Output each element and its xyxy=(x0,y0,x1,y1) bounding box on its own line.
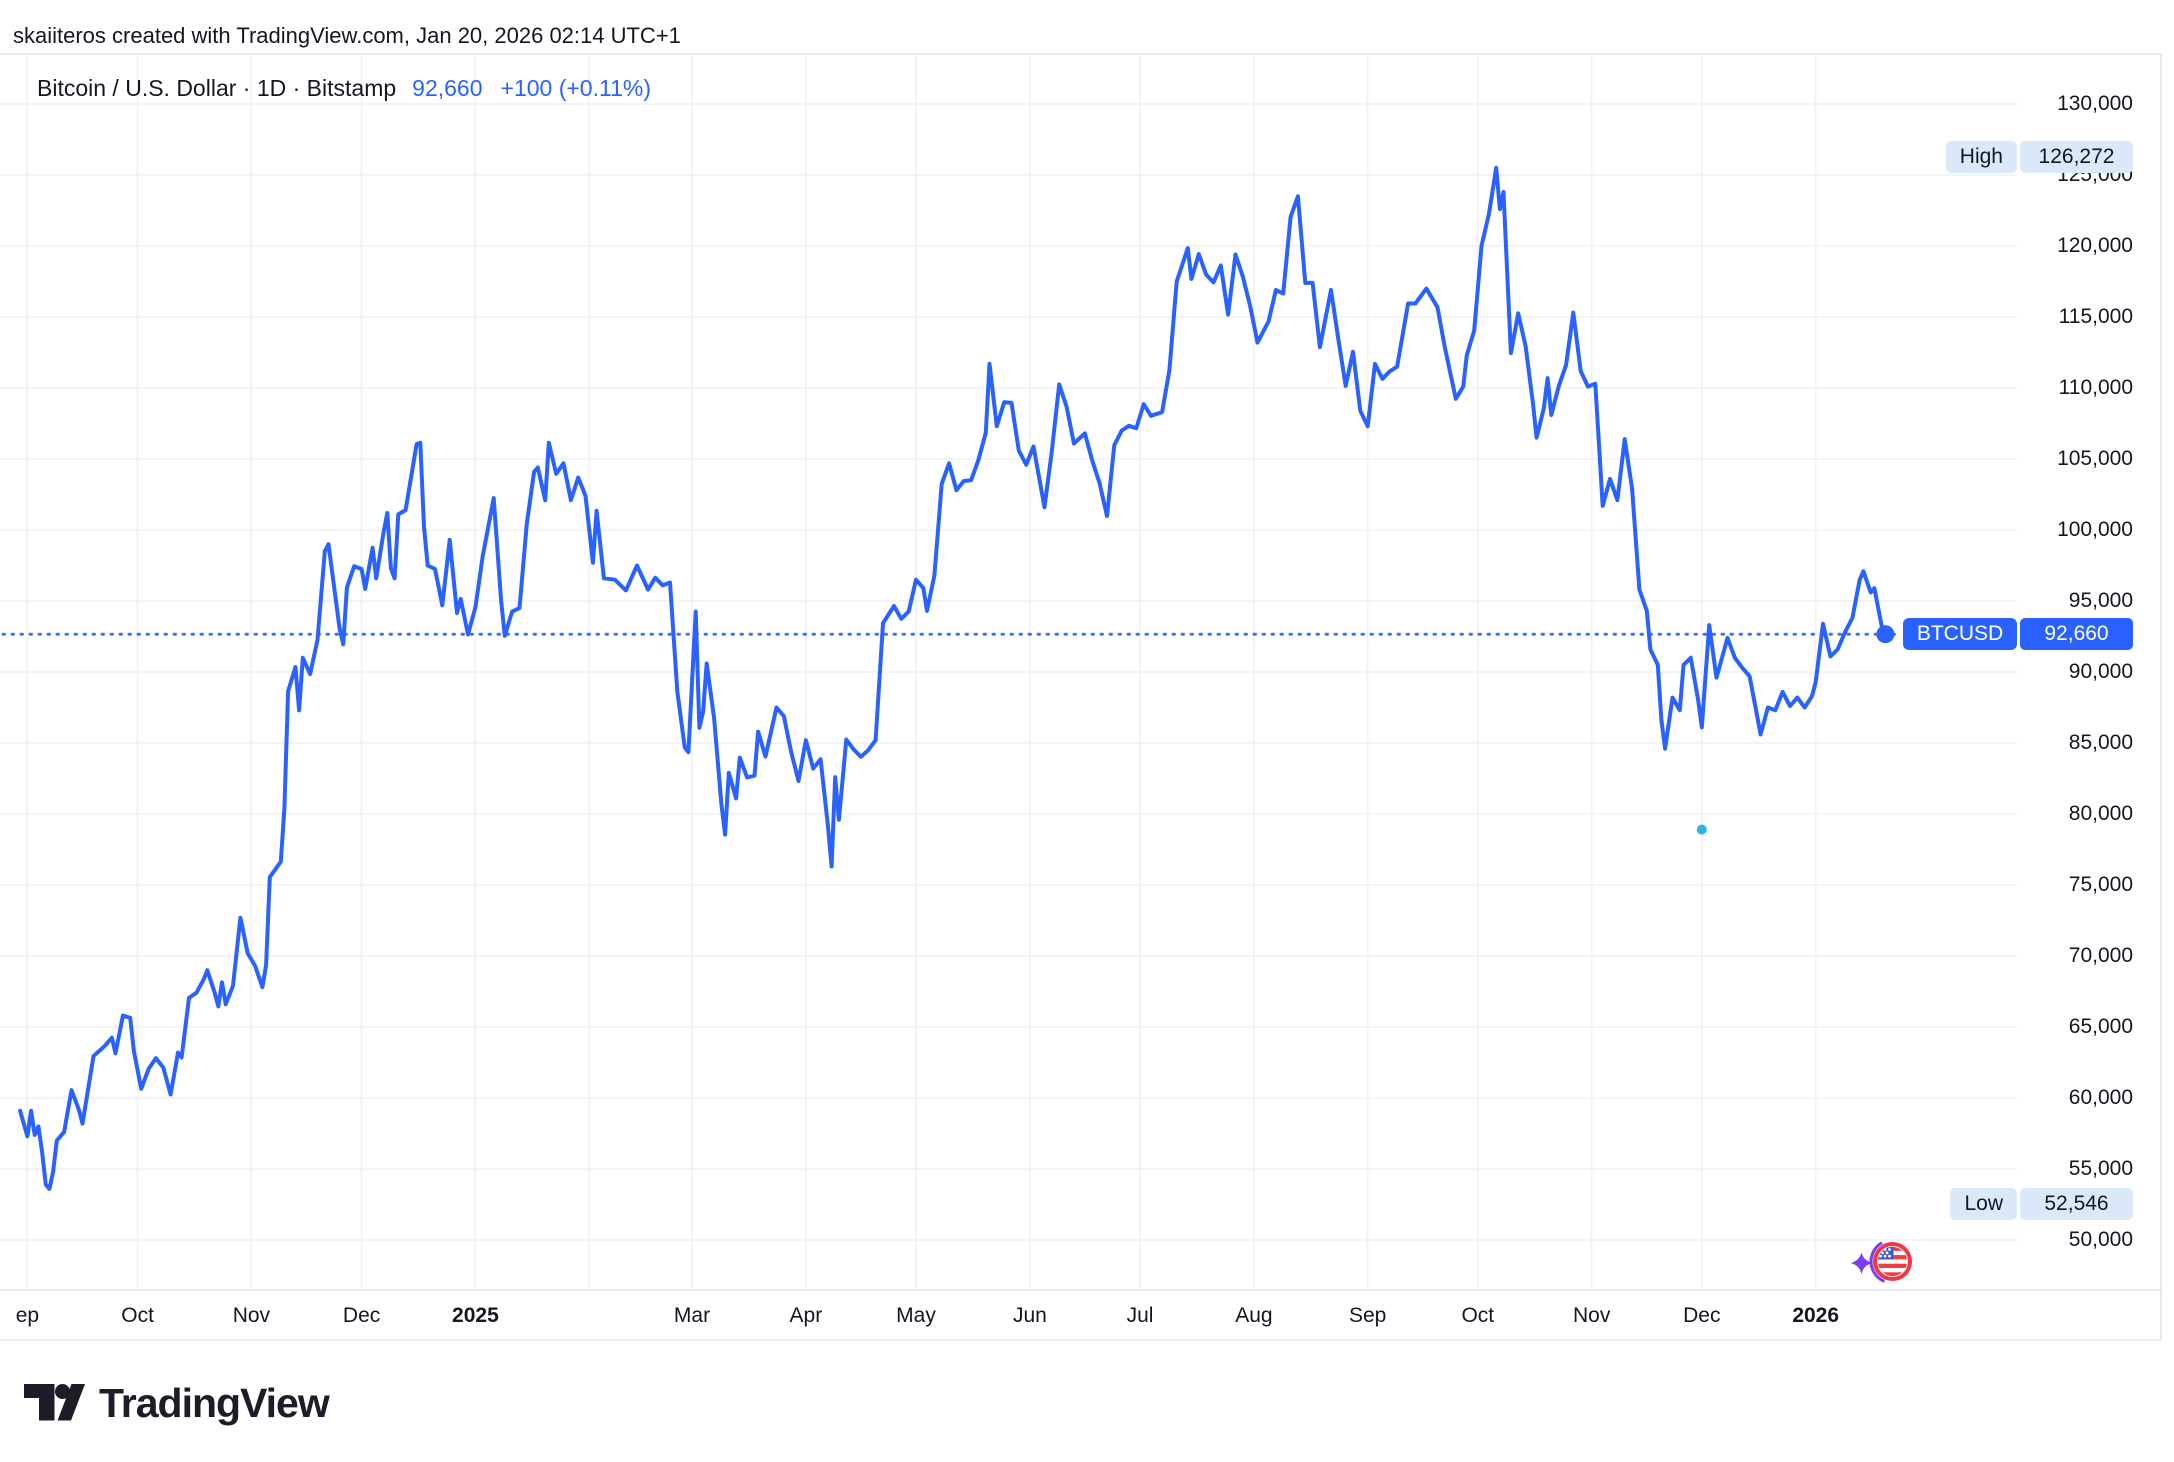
x-axis-tick-label: Dec xyxy=(342,1304,381,1327)
y-axis-tick-label: 75,000 xyxy=(2068,873,2133,896)
y-axis-tick-label: 55,000 xyxy=(2068,1157,2133,1180)
y-axis-tick-label: 110,000 xyxy=(2058,376,2133,399)
price-change-text: +100 (+0.11%) xyxy=(500,75,651,101)
chart-legend: Bitcoin / U.S. Dollar · 1D · Bitstamp 92… xyxy=(37,74,651,102)
last-price-text: 92,660 xyxy=(412,75,483,101)
y-axis-tick-label: 100,000 xyxy=(2057,518,2133,541)
x-axis-tick-label: Apr xyxy=(789,1304,823,1327)
x-axis-tick-label: 2025 xyxy=(452,1304,499,1327)
x-axis-tick-label: Jul xyxy=(1126,1304,1154,1327)
y-axis-tick-label: 80,000 xyxy=(2068,802,2133,825)
us-flag-marker-icon xyxy=(1851,1238,1916,1285)
low-badge-value: 52,546 xyxy=(2020,1187,2133,1220)
x-axis-tick-label: ep xyxy=(15,1304,40,1327)
x-axis-tick-label: May xyxy=(896,1304,936,1327)
last-price-dot xyxy=(1876,625,1895,644)
x-axis-tick-label: Aug xyxy=(1235,1304,1273,1327)
price-line xyxy=(18,165,1888,1191)
y-axis-tick-label: 70,000 xyxy=(2068,944,2133,967)
tradingview-logo-icon xyxy=(24,1384,85,1421)
annotation-dot xyxy=(1696,824,1707,835)
y-axis-tick-label: 65,000 xyxy=(2068,1015,2133,1038)
high-badge-value: 126,272 xyxy=(2020,140,2133,173)
x-axis-tick-label: Sep xyxy=(1349,1304,1387,1327)
tradingview-logo[interactable]: TradingView xyxy=(24,1379,330,1426)
x-axis-tick-label: Oct xyxy=(121,1304,154,1327)
tradingview-logo-text: TradingView xyxy=(99,1379,330,1426)
x-axis-tick-label: Nov xyxy=(232,1304,271,1327)
y-axis-tick-label: 120,000 xyxy=(2057,234,2133,257)
y-axis-tick-label: 60,000 xyxy=(2068,1086,2133,1109)
symbol-title[interactable]: Bitcoin / U.S. Dollar · 1D · Bitstamp xyxy=(37,75,397,101)
attribution-text: skaiiteros created with TradingView.com,… xyxy=(13,23,681,48)
symbol-price-badge-value: 92,660 xyxy=(2020,618,2133,651)
y-axis-tick-label: 105,000 xyxy=(2057,447,2133,470)
x-axis-tick-label: Nov xyxy=(1573,1304,1611,1327)
x-axis-tick-label: Jun xyxy=(1012,1304,1047,1327)
low-badge-label: Low xyxy=(1950,1187,2017,1220)
y-axis-tick-label: 115,000 xyxy=(2058,305,2133,328)
symbol-price-badge-label: BTCUSD xyxy=(1903,618,2017,651)
y-axis-tick-label: 50,000 xyxy=(2068,1228,2133,1251)
high-badge-label: High xyxy=(1945,140,2017,173)
y-axis-tick-label: 90,000 xyxy=(2068,660,2133,683)
y-axis-tick-label: 130,000 xyxy=(2057,92,2133,115)
x-axis-tick-label: Oct xyxy=(1461,1304,1495,1327)
x-axis-tick-label: Dec xyxy=(1683,1304,1721,1327)
x-axis-tick-label: Mar xyxy=(673,1304,711,1327)
y-axis-tick-label: 85,000 xyxy=(2068,731,2133,754)
x-axis-tick-label: 2026 xyxy=(1792,1304,1840,1327)
y-axis-tick-label: 95,000 xyxy=(2068,589,2133,612)
